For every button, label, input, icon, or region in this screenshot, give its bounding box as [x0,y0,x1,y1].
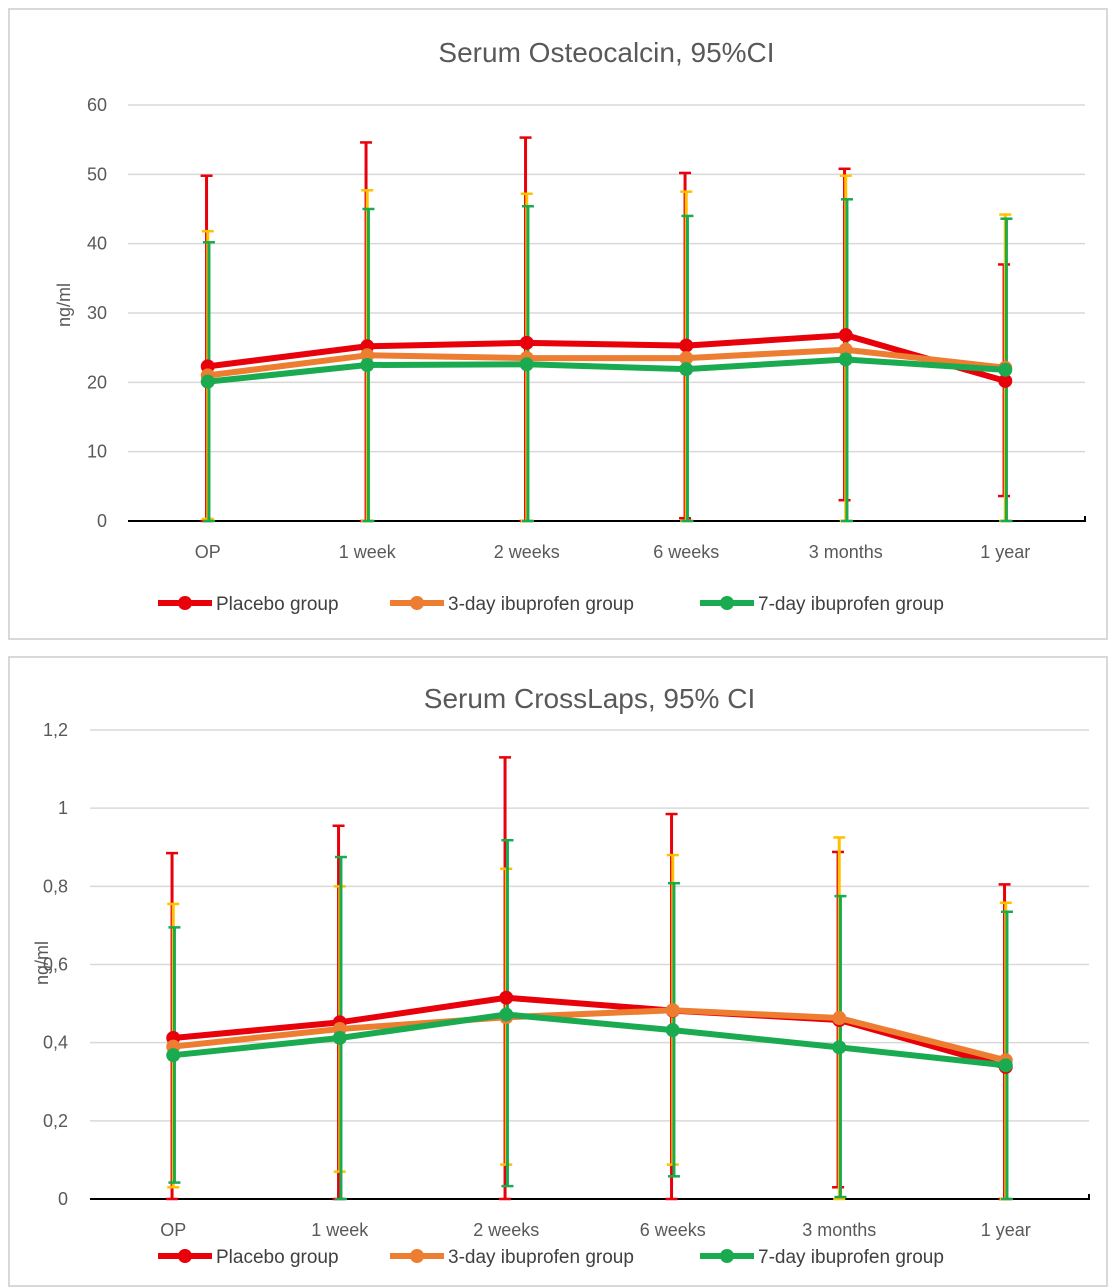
crosslaps-legend-label-2: 3-day ibuprofen group [448,1247,634,1268]
osteo-x-tick-label: OP [195,542,221,562]
osteo-legend-marker-2 [410,596,424,610]
osteo-legend-marker-3 [720,596,734,610]
osteo-data-point [360,358,375,372]
osteo-data-point [679,338,694,353]
osteo-y-tick-label: 50 [87,164,107,184]
crosslaps-chart: Serum CrossLaps, 95% CI 0 0,2 0,4 0,6 0,8 1 1,2… [32,683,1090,1268]
osteo-y-tick-label: 0 [97,511,107,531]
osteo-data-point [200,374,215,389]
crosslaps-y-tick-label: 0,2 [43,1111,68,1131]
osteo-data-point [998,362,1013,377]
crosslaps-x-tick-label: 6 weeks [640,1220,706,1240]
crosslaps-x-tick-label: 3 months [802,1220,876,1240]
crosslaps-data-point [832,1011,847,1026]
crosslaps-data-point [499,990,514,1005]
osteo-data-point [519,357,534,372]
osteo-data-point [679,351,694,366]
osteo-y-tick-label: 30 [87,303,107,323]
crosslaps-legend-label-1: Placebo group [216,1247,339,1268]
osteo-y-tick-label: 10 [87,442,107,462]
osteo-legend-label-1: Placebo group [216,594,339,615]
crosslaps-data-point [998,1058,1013,1073]
osteo-series-line-3 [207,356,1006,385]
crosslaps-chart-title: Serum CrossLaps, 95% CI [424,683,755,714]
osteo-series-line-2 [207,346,1006,379]
osteo-legend-label-3: 7-day ibuprofen group [758,594,944,615]
crosslaps-x-tick-label: 2 weeks [473,1220,539,1240]
crosslaps-y-tick-label: 0,4 [43,1033,68,1053]
crosslaps-y-tick-label: 0,6 [43,955,68,975]
crosslaps-y-tick-label: 0,8 [43,876,68,896]
osteo-x-tick-label: 6 weeks [653,542,719,562]
osteocalcin-chart: Serum Osteocalcin, 95%CI 0 10 20 30 40 50 60 ng/… [54,37,1086,615]
osteo-y-tick-label: 20 [87,372,107,392]
osteocalcin-chart-panel: Serum Osteocalcin, 95%CI 0 10 20 30 40 50 60 ng/… [8,8,1108,640]
crosslaps-x-tick-label: OP [160,1220,186,1240]
crosslaps-legend-marker-1 [178,1249,192,1263]
crosslaps-x-tick-label: 1 week [311,1220,369,1240]
crosslaps-data-point [166,1048,181,1063]
osteo-data-point [519,335,534,350]
osteo-data-point [360,348,375,363]
osteo-x-tick-label: 1 week [339,542,397,562]
osteo-legend-label-2: 3-day ibuprofen group [448,594,634,615]
crosslaps-data-point [665,1023,680,1038]
osteo-x-tick-label: 2 weeks [494,542,560,562]
osteo-series-line-1 [207,332,1007,384]
crosslaps-data-point [665,1003,680,1018]
crosslaps-data-point [832,1040,847,1055]
osteo-y-axis-label: ng/ml [54,283,74,327]
osteo-chart-title: Serum Osteocalcin, 95%CI [438,37,774,68]
osteo-data-point [838,328,853,343]
crosslaps-series-line-2 [172,1007,1007,1064]
crosslaps-legend-marker-3 [720,1249,734,1263]
osteo-data-point [838,352,853,367]
crosslaps-y-tick-label: 0 [58,1189,68,1209]
crosslaps-data-point [499,1007,514,1022]
osteo-x-tick-label: 1 year [980,542,1030,562]
osteo-data-point [998,373,1013,388]
osteo-data-point [838,342,853,357]
crosslaps-legend-marker-2 [410,1249,424,1263]
osteo-x-tick-label: 3 months [809,542,883,562]
crosslaps-data-point [332,1030,347,1045]
osteo-y-tick-label: 40 [87,234,107,254]
crosslaps-y-tick-label: 1 [58,798,68,818]
crosslaps-chart-panel: Serum CrossLaps, 95% CI 0 0,2 0,4 0,6 0,8 1 1,2… [8,656,1108,1287]
crosslaps-y-tick-label: 1,2 [43,720,68,740]
crosslaps-series-line-3 [172,1011,1007,1069]
crosslaps-x-tick-label: 1 year [981,1220,1031,1240]
osteo-legend-marker-1 [178,596,192,610]
osteo-data-point [679,362,694,377]
crosslaps-legend-label-3: 7-day ibuprofen group [758,1247,944,1268]
crosslaps-y-axis-label: ng/ml [32,941,52,985]
osteo-y-tick-label: 60 [87,95,107,115]
